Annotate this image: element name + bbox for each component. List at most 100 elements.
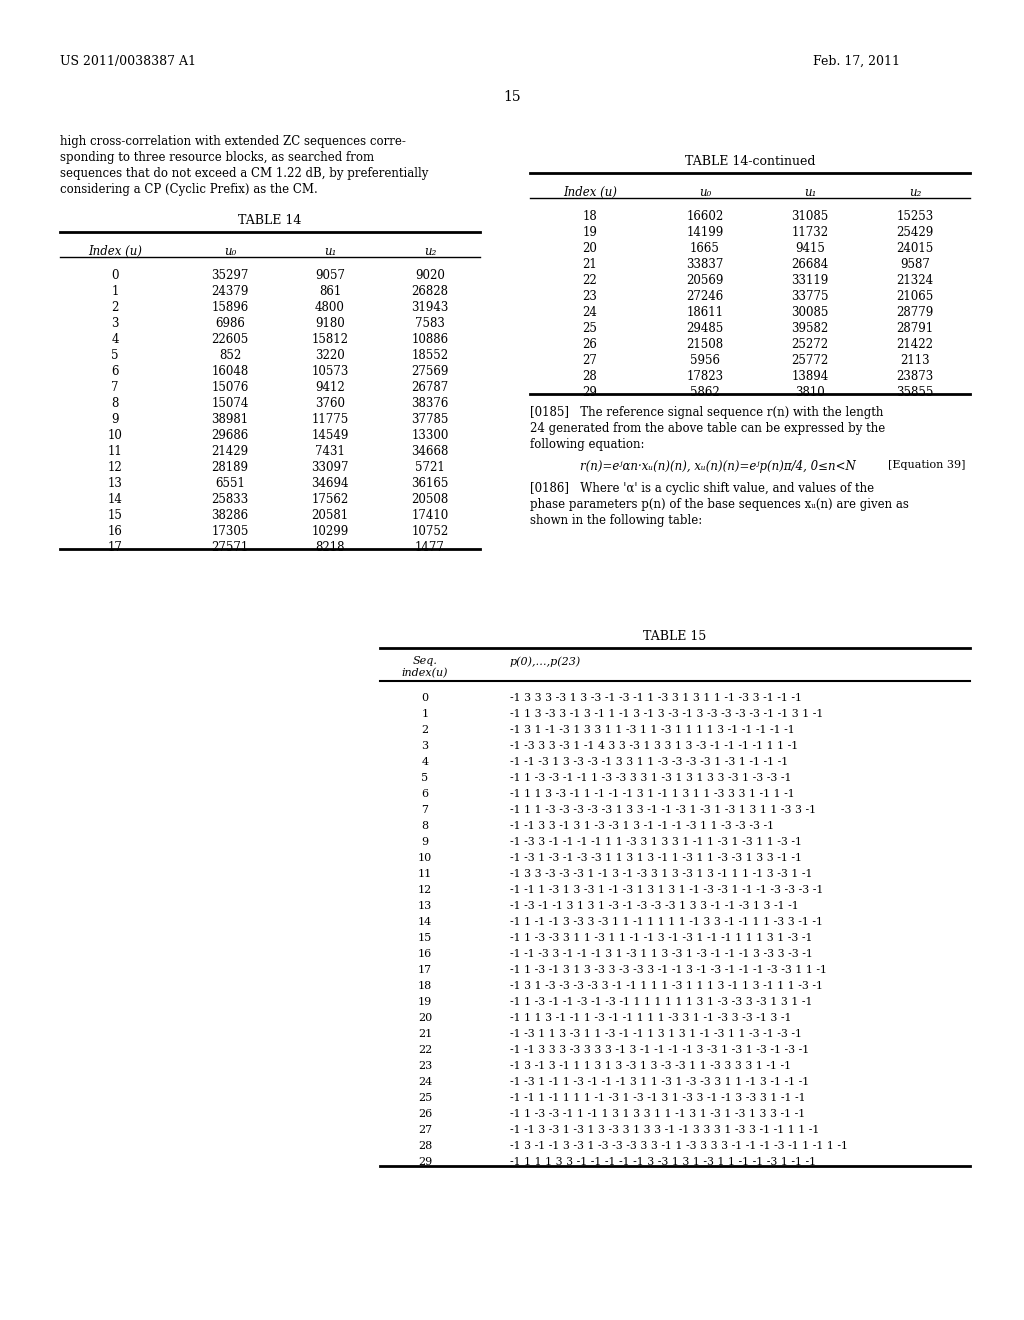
Text: 18: 18 [583, 210, 597, 223]
Text: 34668: 34668 [412, 445, 449, 458]
Text: -1 3 1 -1 -3 1 3 3 1 1 -3 1 1 -3 1 1 1 1 3 -1 -1 -1 -1 -1: -1 3 1 -1 -3 1 3 3 1 1 -3 1 1 -3 1 1 1 1… [510, 725, 795, 735]
Text: 2: 2 [112, 301, 119, 314]
Text: 27246: 27246 [686, 290, 724, 304]
Text: 25: 25 [583, 322, 597, 335]
Text: 20581: 20581 [311, 510, 348, 521]
Text: 26: 26 [583, 338, 597, 351]
Text: 9180: 9180 [315, 317, 345, 330]
Text: TABLE 14-continued: TABLE 14-continued [685, 154, 815, 168]
Text: 25833: 25833 [211, 492, 249, 506]
Text: 15: 15 [108, 510, 123, 521]
Text: 28: 28 [583, 370, 597, 383]
Text: 2113: 2113 [900, 354, 930, 367]
Text: 38376: 38376 [412, 397, 449, 411]
Text: 10752: 10752 [412, 525, 449, 539]
Text: 30085: 30085 [792, 306, 828, 319]
Text: 25272: 25272 [792, 338, 828, 351]
Text: 23: 23 [583, 290, 597, 304]
Text: 16602: 16602 [686, 210, 724, 223]
Text: [0185]   The reference signal sequence r(n) with the length: [0185] The reference signal sequence r(n… [530, 407, 884, 418]
Text: 21065: 21065 [896, 290, 934, 304]
Text: 9: 9 [422, 837, 429, 847]
Text: 35297: 35297 [211, 269, 249, 282]
Text: 29686: 29686 [211, 429, 249, 442]
Text: 1477: 1477 [415, 541, 445, 554]
Text: 4: 4 [422, 756, 429, 767]
Text: 17410: 17410 [412, 510, 449, 521]
Text: 33097: 33097 [311, 461, 349, 474]
Text: -1 1 -1 -1 3 -3 3 -3 1 1 -1 1 1 1 1 -1 3 3 -1 -1 1 1 -3 3 -1 -1: -1 1 -1 -1 3 -3 3 -3 1 1 -1 1 1 1 1 -1 3… [510, 917, 823, 927]
Text: -1 1 1 3 -3 -1 1 -1 -1 -1 3 1 -1 1 3 1 1 -3 3 3 1 -1 1 -1: -1 1 1 3 -3 -1 1 -1 -1 -1 3 1 -1 1 3 1 1… [510, 789, 795, 799]
Text: -1 3 -1 -1 3 -3 1 -3 -3 -3 3 3 -1 1 -3 3 3 3 -1 -1 -1 -3 -1 1 -1 1 -1: -1 3 -1 -1 3 -3 1 -3 -3 -3 3 3 -1 1 -3 3… [510, 1140, 848, 1151]
Text: 28189: 28189 [212, 461, 249, 474]
Text: -1 3 -1 3 -1 1 1 3 1 3 -3 1 3 -3 -3 1 1 -3 3 3 3 1 -1 -1: -1 3 -1 3 -1 1 1 3 1 3 -3 1 3 -3 -3 1 1 … [510, 1061, 792, 1071]
Text: u₁: u₁ [324, 246, 336, 257]
Text: 15812: 15812 [311, 333, 348, 346]
Text: sequences that do not exceed a CM 1.22 dB, by preferentially: sequences that do not exceed a CM 1.22 d… [60, 168, 428, 180]
Text: 9: 9 [112, 413, 119, 426]
Text: 9415: 9415 [795, 242, 825, 255]
Text: 13: 13 [108, 477, 123, 490]
Text: 6: 6 [422, 789, 429, 799]
Text: 24 generated from the above table can be expressed by the: 24 generated from the above table can be… [530, 422, 886, 436]
Text: 20569: 20569 [686, 275, 724, 286]
Text: 18: 18 [418, 981, 432, 991]
Text: 15076: 15076 [211, 381, 249, 393]
Text: Index (u): Index (u) [88, 246, 142, 257]
Text: 18611: 18611 [686, 306, 724, 319]
Text: 16048: 16048 [211, 366, 249, 378]
Text: 9412: 9412 [315, 381, 345, 393]
Text: -1 1 -3 -1 3 1 3 -3 3 -3 -3 3 -1 -1 3 -1 -3 -1 -1 -1 -3 -3 1 1 -1: -1 1 -3 -1 3 1 3 -3 3 -3 -3 3 -1 -1 3 -1… [510, 965, 827, 975]
Text: 6986: 6986 [215, 317, 245, 330]
Text: 16: 16 [418, 949, 432, 960]
Text: 10299: 10299 [311, 525, 348, 539]
Text: -1 1 1 1 3 3 -1 -1 -1 -1 -1 3 -3 1 3 1 -3 1 1 -1 -1 -3 1 -1 -1: -1 1 1 1 3 3 -1 -1 -1 -1 -1 3 -3 1 3 1 -… [510, 1158, 816, 1167]
Text: [Equation 39]: [Equation 39] [888, 459, 965, 470]
Text: 11775: 11775 [311, 413, 348, 426]
Text: -1 -1 3 3 3 -3 3 3 3 -1 3 -1 -1 -1 -1 3 -3 1 -3 1 -3 -1 -3 -1: -1 -1 3 3 3 -3 3 3 3 -1 3 -1 -1 -1 -1 3 … [510, 1045, 809, 1055]
Text: 25429: 25429 [896, 226, 934, 239]
Text: 20508: 20508 [412, 492, 449, 506]
Text: 5: 5 [112, 348, 119, 362]
Text: 5956: 5956 [690, 354, 720, 367]
Text: 1665: 1665 [690, 242, 720, 255]
Text: 10: 10 [418, 853, 432, 863]
Text: p(0),…,p(23): p(0),…,p(23) [510, 656, 582, 667]
Text: 3: 3 [112, 317, 119, 330]
Text: 37785: 37785 [412, 413, 449, 426]
Text: 14: 14 [418, 917, 432, 927]
Text: -1 -3 -1 -1 3 1 3 1 -3 -1 -3 -3 -3 1 3 3 -1 -1 -3 1 3 -1 -1: -1 -3 -1 -1 3 1 3 1 -3 -1 -3 -3 -3 1 3 3… [510, 902, 799, 911]
Text: 29485: 29485 [686, 322, 724, 335]
Text: 13: 13 [418, 902, 432, 911]
Text: -1 -1 -3 3 -1 -1 -1 3 1 -3 1 1 3 -3 1 -3 -1 -1 -1 3 -3 3 -3 -1: -1 -1 -3 3 -1 -1 -1 3 1 -3 1 1 3 -3 1 -3… [510, 949, 813, 960]
Text: 18552: 18552 [412, 348, 449, 362]
Text: 15074: 15074 [211, 397, 249, 411]
Text: 10573: 10573 [311, 366, 349, 378]
Text: 14549: 14549 [311, 429, 349, 442]
Text: 5: 5 [422, 774, 429, 783]
Text: 9587: 9587 [900, 257, 930, 271]
Text: 33837: 33837 [686, 257, 724, 271]
Text: 8: 8 [422, 821, 429, 832]
Text: Seq.
index(u): Seq. index(u) [401, 656, 449, 678]
Text: 14: 14 [108, 492, 123, 506]
Text: -1 -1 1 -3 1 3 -3 1 -1 -3 1 3 1 3 1 -1 -3 -3 1 -1 -1 -3 -3 -3 -1: -1 -1 1 -3 1 3 -3 1 -1 -3 1 3 1 3 1 -1 -… [510, 884, 823, 895]
Text: 17305: 17305 [211, 525, 249, 539]
Text: -1 -1 -3 1 3 -3 -3 -1 3 3 1 1 -3 -3 -3 -3 1 -3 1 -1 -1 -1: -1 -1 -3 1 3 -3 -3 -1 3 3 1 1 -3 -3 -3 -… [510, 756, 788, 767]
Text: 17: 17 [418, 965, 432, 975]
Text: 20: 20 [583, 242, 597, 255]
Text: r(n)=eʲαn·xᵤ(n)(n), xᵤ(n)(n)=eʲp(n)π/4, 0≤n<N: r(n)=eʲαn·xᵤ(n)(n), xᵤ(n)(n)=eʲp(n)π/4, … [580, 459, 856, 473]
Text: 17562: 17562 [311, 492, 348, 506]
Text: 29: 29 [418, 1158, 432, 1167]
Text: -1 -1 3 3 -1 3 1 -3 -3 1 3 -1 -1 -1 -3 1 1 -3 -3 -3 -1: -1 -1 3 3 -1 3 1 -3 -3 1 3 -1 -1 -1 -3 1… [510, 821, 774, 832]
Text: -1 3 3 3 -3 1 3 -3 -1 -3 -1 1 -3 3 1 3 1 1 -1 -3 3 -1 -1 -1: -1 3 3 3 -3 1 3 -3 -1 -3 -1 1 -3 3 1 3 1… [510, 693, 802, 704]
Text: 15: 15 [418, 933, 432, 942]
Text: -1 -1 3 -3 1 -3 1 3 -3 3 1 3 3 -1 -1 3 3 3 1 -3 3 -1 -1 1 1 -1: -1 -1 3 -3 1 -3 1 3 -3 3 1 3 3 -1 -1 3 3… [510, 1125, 819, 1135]
Text: 24379: 24379 [211, 285, 249, 298]
Text: 21508: 21508 [686, 338, 724, 351]
Text: u₀: u₀ [224, 246, 237, 257]
Text: 25: 25 [418, 1093, 432, 1104]
Text: 7583: 7583 [415, 317, 445, 330]
Text: 7431: 7431 [315, 445, 345, 458]
Text: 22605: 22605 [211, 333, 249, 346]
